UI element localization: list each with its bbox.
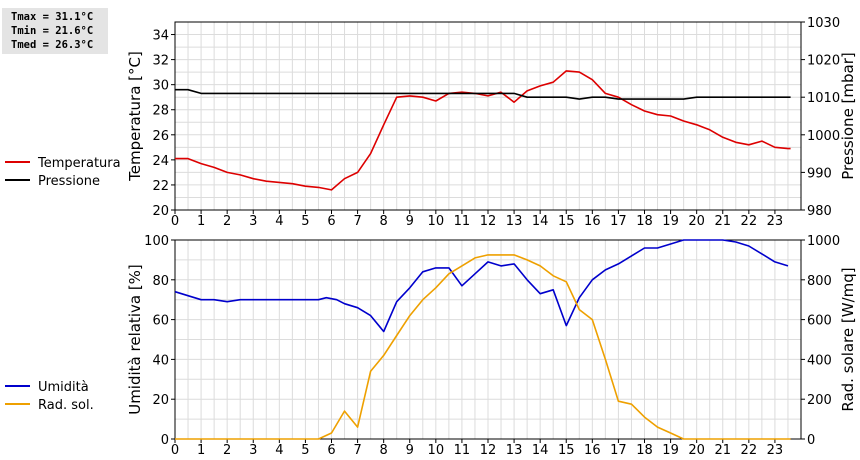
right-y-tick-label: 990 [807, 166, 832, 181]
right-y-tick-label: 200 [807, 393, 832, 408]
legend-label-temperatura: Temperatura [37, 156, 121, 171]
x-tick-label: 3 [249, 214, 257, 229]
right-y-tick-label: 1010 [807, 91, 840, 106]
x-tick-label: 21 [714, 443, 731, 458]
x-tick-label: 4 [275, 443, 283, 458]
legend-label-umidit: Umidità [38, 380, 89, 395]
x-tick-label: 14 [532, 443, 549, 458]
left-y-tick-label: 28 [152, 104, 169, 119]
x-tick-label: 21 [714, 214, 731, 229]
x-tick-label: 20 [688, 214, 705, 229]
left-y-tick-label: 0 [161, 433, 169, 448]
left-y-tick-label: 24 [152, 154, 169, 169]
x-tick-label: 14 [532, 214, 549, 229]
x-tick-label: 7 [353, 443, 361, 458]
x-tick-label: 22 [741, 443, 758, 458]
left-axis-title: Temperatura [°C] [126, 51, 144, 182]
right-y-tick-label: 0 [807, 433, 815, 448]
left-axis-title: Umidità relativa [%] [126, 264, 144, 415]
left-y-tick-label: 26 [152, 129, 169, 144]
x-tick-label: 3 [249, 443, 257, 458]
x-tick-label: 0 [171, 214, 179, 229]
x-tick-label: 5 [301, 214, 309, 229]
x-tick-label: 1 [197, 214, 205, 229]
x-tick-label: 18 [636, 443, 653, 458]
left-y-tick-label: 30 [152, 79, 169, 94]
x-tick-label: 10 [428, 214, 445, 229]
x-tick-label: 16 [584, 214, 601, 229]
x-tick-label: 22 [741, 214, 758, 229]
left-y-tick-label: 60 [152, 314, 169, 329]
chart-panel-1: 0 1 2 3 4 5 6 7 8 9 10 11 12 13 14 15 16 17 18 19 20 21 22 2320… [5, 16, 857, 229]
legend-label-rad-sol: Rad. sol. [38, 398, 94, 413]
series-line-umidit [174, 239, 789, 333]
x-tick-label: 8 [380, 214, 388, 229]
x-tick-label: 0 [171, 443, 179, 458]
x-tick-label: 18 [636, 214, 653, 229]
x-tick-label: 8 [380, 443, 388, 458]
left-y-tick-label: 100 [144, 234, 169, 249]
x-tick-label: 13 [506, 443, 523, 458]
left-y-tick-label: 40 [152, 353, 169, 368]
x-tick-label: 15 [558, 443, 575, 458]
right-y-tick-label: 800 [807, 274, 832, 289]
series-line-rad-sol [175, 254, 791, 440]
x-tick-label: 9 [406, 214, 414, 229]
x-tick-label: 9 [406, 443, 414, 458]
chart-panel-2: 0 1 2 3 4 5 6 7 8 9 10 11 12 13 14 15 16 17 18 19 20 21 22 2302… [5, 234, 857, 458]
x-tick-label: 12 [480, 214, 497, 229]
stats-box: Tmax = 31.1°C Tmin = 21.6°C Tmed = 26.3°… [2, 8, 108, 54]
x-tick-label: 13 [506, 214, 523, 229]
right-y-tick-label: 600 [807, 314, 832, 329]
x-tick-label: 15 [558, 214, 575, 229]
x-tick-label: 17 [610, 443, 627, 458]
left-y-tick-label: 34 [152, 29, 169, 44]
left-y-tick-label: 22 [152, 179, 169, 194]
left-y-tick-label: 20 [152, 204, 169, 219]
right-y-tick-label: 1000 [807, 129, 840, 144]
x-tick-label: 12 [480, 443, 497, 458]
left-y-tick-label: 20 [152, 393, 169, 408]
x-tick-label: 19 [662, 443, 679, 458]
x-tick-label: 23 [767, 214, 784, 229]
right-y-tick-label: 400 [807, 353, 832, 368]
x-tick-label: 6 [327, 214, 335, 229]
x-tick-label: 23 [767, 443, 784, 458]
x-tick-label: 11 [454, 214, 471, 229]
tmin-text: Tmin = 21.6°C [11, 25, 94, 37]
series-line-pressione [175, 88, 791, 100]
x-tick-label: 19 [662, 214, 679, 229]
right-axis-title: Pressione [mbar] [839, 52, 857, 180]
x-tick-label: 17 [610, 214, 627, 229]
right-y-tick-label: 1030 [807, 16, 840, 31]
x-tick-label: 5 [301, 443, 309, 458]
x-tick-label: 2 [223, 443, 231, 458]
tmed-text: Tmed = 26.3°C [11, 39, 94, 51]
x-tick-label: 6 [327, 443, 335, 458]
tmax-text: Tmax = 31.1°C [11, 11, 94, 23]
x-tick-label: 10 [428, 443, 445, 458]
x-tick-label: 20 [688, 443, 705, 458]
x-tick-label: 16 [584, 443, 601, 458]
x-tick-label: 4 [275, 214, 283, 229]
series-line-temperatura [175, 70, 791, 191]
right-axis-title: Rad. solare [W/mq] [839, 267, 857, 411]
left-y-tick-label: 32 [152, 54, 169, 69]
legend-label-pressione: Pressione [38, 174, 100, 189]
left-y-tick-label: 80 [152, 274, 169, 289]
x-tick-label: 7 [353, 214, 361, 229]
x-tick-label: 11 [454, 443, 471, 458]
x-tick-label: 2 [223, 214, 231, 229]
right-y-tick-label: 1020 [807, 54, 840, 69]
x-tick-label: 1 [197, 443, 205, 458]
right-y-tick-label: 980 [807, 204, 832, 219]
right-y-tick-label: 1000 [807, 234, 840, 249]
